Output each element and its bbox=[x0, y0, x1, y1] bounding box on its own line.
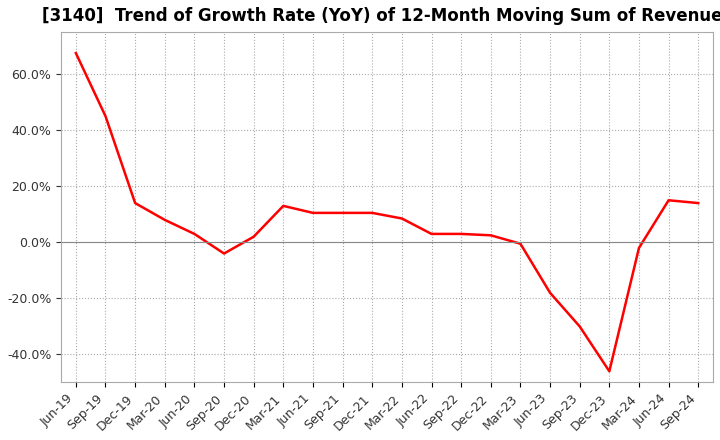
Title: [3140]  Trend of Growth Rate (YoY) of 12-Month Moving Sum of Revenues: [3140] Trend of Growth Rate (YoY) of 12-… bbox=[42, 7, 720, 25]
